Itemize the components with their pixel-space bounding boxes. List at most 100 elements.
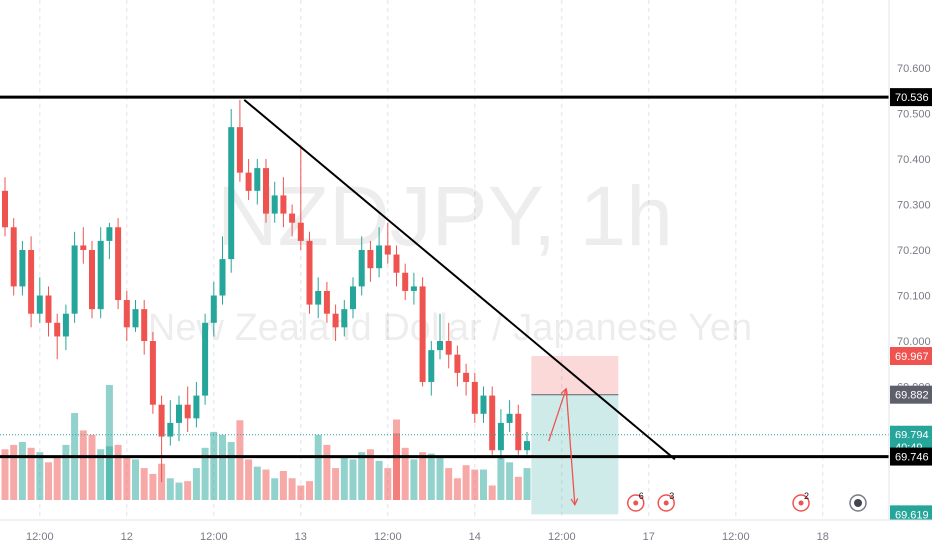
- volume-bar: [192, 468, 200, 500]
- symbol-watermark: NZDJPY, 1h: [217, 169, 673, 263]
- candle-down: [54, 322, 61, 337]
- candle-down: [115, 227, 122, 301]
- volume-bar: [201, 447, 209, 500]
- time-axis-bg: [0, 520, 932, 550]
- volume-bar: [166, 478, 174, 500]
- candle-up: [524, 441, 530, 451]
- time-tick: 12: [121, 531, 133, 543]
- volume-bar: [236, 420, 244, 500]
- volume-bar: [480, 469, 487, 500]
- candle-up: [210, 295, 217, 323]
- candle-down: [419, 286, 426, 382]
- time-axis[interactable]: 12:00 12 12:00 13 12:00 14 12:00 17 12:00 18: [0, 519, 932, 550]
- arrow-head: [570, 498, 579, 507]
- volume-bar: [227, 442, 235, 500]
- candle-down: [323, 290, 330, 314]
- candle-down: [2, 190, 8, 228]
- entry-price-text: 69.882: [895, 390, 929, 402]
- candle-up: [254, 168, 261, 191]
- candle-up: [176, 404, 182, 423]
- candle-up: [480, 395, 487, 414]
- candle-down: [332, 313, 339, 328]
- candle-up: [341, 309, 348, 328]
- volume-bars: [1, 385, 531, 500]
- volume-bar: [306, 481, 313, 500]
- volume-bar: [149, 473, 157, 500]
- volume-bar: [323, 444, 331, 500]
- candle-down: [263, 168, 269, 214]
- volume-bar: [349, 459, 357, 500]
- price-tick: 70.000: [897, 336, 931, 348]
- price-axis-bg: [889, 0, 932, 550]
- volume-bar: [314, 434, 322, 500]
- volume-bar: [375, 460, 383, 500]
- volume-bar: [184, 481, 192, 500]
- take-profit-zone[interactable]: [531, 394, 619, 515]
- volume-bar: [410, 459, 418, 500]
- price-tick: 70.100: [897, 291, 931, 303]
- support-price-label: [890, 447, 932, 466]
- time-tick: 14: [469, 531, 481, 543]
- volume-bar: [175, 482, 183, 500]
- volume-bar: [462, 465, 470, 500]
- candle-up: [315, 290, 322, 305]
- price-tick: 70.300: [897, 200, 931, 212]
- candle-down: [463, 372, 470, 382]
- candle-down: [45, 295, 52, 323]
- candle-up: [437, 341, 443, 351]
- time-tick: 12:00: [548, 531, 576, 543]
- price-tick: 70.500: [897, 109, 931, 121]
- short-position-tool[interactable]: [531, 356, 619, 515]
- price-tick: 70.600: [897, 63, 931, 75]
- candle-down: [141, 309, 148, 341]
- volume-bar: [36, 452, 44, 500]
- candle-down: [184, 404, 191, 419]
- candle-down: [89, 250, 95, 310]
- volume-bar: [53, 457, 61, 500]
- volume-bar: [140, 468, 148, 500]
- volume-bar: [245, 459, 253, 500]
- candle-up: [358, 250, 365, 287]
- resistance-price-text: 70.536: [895, 92, 929, 104]
- volume-spike-bar: [105, 385, 113, 500]
- volume-bar: [506, 462, 514, 500]
- stop-price-text: 69.967: [895, 351, 929, 363]
- candle-up: [132, 309, 139, 328]
- stop-price-label: [890, 347, 932, 366]
- volume-bar: [253, 466, 261, 500]
- candle-down: [158, 404, 165, 437]
- time-tick: 12:00: [200, 531, 228, 543]
- volume-bar: [471, 469, 479, 500]
- entry-price-label: [890, 385, 932, 404]
- volume-bar: [297, 485, 305, 500]
- event-markers[interactable]: 6 3 2: [627, 491, 867, 512]
- grid: [39, 0, 824, 520]
- volume-bar: [488, 485, 496, 500]
- candle-up: [167, 422, 174, 437]
- candle-down: [80, 245, 87, 250]
- volume-bar: [514, 476, 522, 500]
- volume-bar: [453, 478, 461, 500]
- price-axis[interactable]: 70.600 70.500 70.400 70.300 70.200 70.100 70.0…: [888, 0, 932, 550]
- time-tick: 12:00: [722, 531, 750, 543]
- candle-down: [306, 240, 313, 305]
- candle-up: [97, 240, 104, 310]
- drawn-lines[interactable]: [0, 95, 889, 507]
- time-tick: 17: [643, 531, 655, 543]
- candle-down: [297, 222, 304, 241]
- target-price-label: [890, 505, 932, 524]
- projection-arrow[interactable]: [565, 388, 576, 505]
- trend-line[interactable]: [243, 99, 676, 461]
- candle-down: [236, 127, 243, 173]
- projection-arrow[interactable]: [548, 388, 567, 442]
- event-count: 6: [639, 491, 644, 501]
- candle-down: [123, 300, 130, 328]
- volume-bar: [262, 469, 270, 500]
- candle-up: [271, 195, 278, 214]
- event-count: 3: [669, 491, 674, 501]
- candle-up: [219, 259, 226, 296]
- volume-bar: [419, 452, 427, 500]
- volume-bar: [288, 478, 296, 500]
